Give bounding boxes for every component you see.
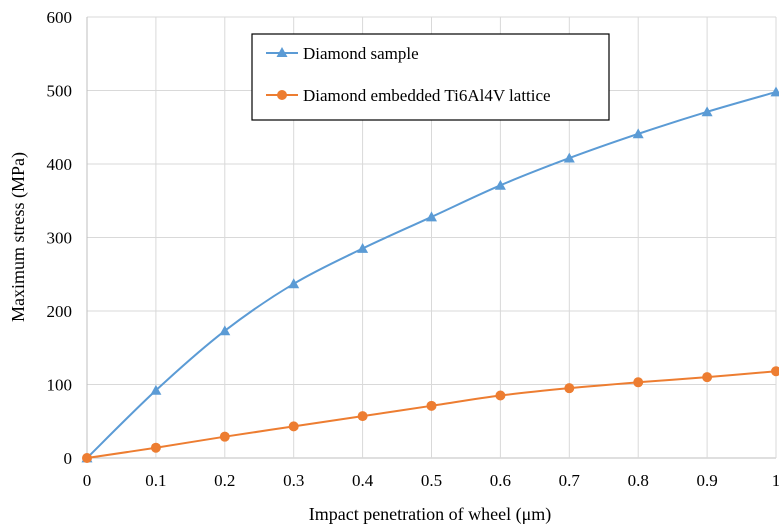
data-point-diamond-embedded-ti6al4v-lattice [702,372,713,383]
data-point-diamond-embedded-ti6al4v-lattice [357,411,368,422]
data-point-diamond-embedded-ti6al4v-lattice [150,442,161,453]
y-tick-label: 600 [47,8,73,27]
data-point-diamond-sample [357,243,369,253]
y-tick-label: 200 [47,302,73,321]
x-tick-label: 1 [772,471,779,490]
data-point-diamond-embedded-ti6al4v-lattice [633,377,644,388]
data-point-diamond-sample [770,86,779,97]
data-point-diamond-sample [563,152,575,163]
y-tick-label: 100 [47,376,73,395]
x-tick-label: 0.3 [283,471,304,490]
legend-label-diamond-ti6al4v: Diamond embedded Ti6Al4V lattice [303,86,551,105]
legend-marker-diamond-ti6al4v [277,90,287,100]
legend-marker-diamond-sample [276,47,288,57]
data-point-diamond-sample [426,211,437,222]
x-tick-label: 0.8 [628,471,649,490]
tick-labels: 0 100 200 300 400 500 600 0 0.1 0.2 0.3 0.4 0.5 0.6 0.… [47,8,779,490]
y-axis-label: Maximum stress (MPa) [8,152,29,322]
x-tick-label: 0.5 [421,471,442,490]
y-tick-label: 500 [47,82,73,101]
legend-box [251,33,610,121]
series-group [81,86,779,463]
x-tick-label: 0 [83,471,92,490]
data-point-diamond-sample [219,325,231,336]
y-tick-label: 400 [47,155,73,174]
data-point-diamond-sample [150,384,162,395]
data-point-diamond-embedded-ti6al4v-lattice [219,431,230,442]
x-tick-label: 0.6 [490,471,511,490]
y-tick-label: 300 [47,229,73,248]
y-tick-label: 0 [64,449,73,468]
x-tick-label: 0.4 [352,471,374,490]
x-tick-label: 0.7 [559,471,581,490]
data-point-diamond-sample [632,128,644,139]
data-point-diamond-embedded-ti6al4v-lattice [426,400,437,411]
data-point-diamond-sample [288,278,300,289]
data-point-diamond-embedded-ti6al4v-lattice [771,366,779,377]
data-point-diamond-embedded-ti6al4v-lattice [288,421,299,432]
data-point-diamond-embedded-ti6al4v-lattice [495,390,506,401]
legend-label-diamond-sample: Diamond sample [303,44,419,63]
x-tick-label: 0.1 [145,471,166,490]
data-point-diamond-sample [494,179,506,190]
x-tick-label: 0.2 [214,471,235,490]
x-axis-label: Impact penetration of wheel (μm) [309,504,552,525]
data-point-diamond-embedded-ti6al4v-lattice [82,453,92,463]
legend: Diamond sample Diamond embedded Ti6Al4V … [251,33,610,121]
data-point-diamond-sample [701,106,713,117]
data-point-diamond-embedded-ti6al4v-lattice [564,383,575,394]
x-tick-label: 0.9 [696,471,717,490]
